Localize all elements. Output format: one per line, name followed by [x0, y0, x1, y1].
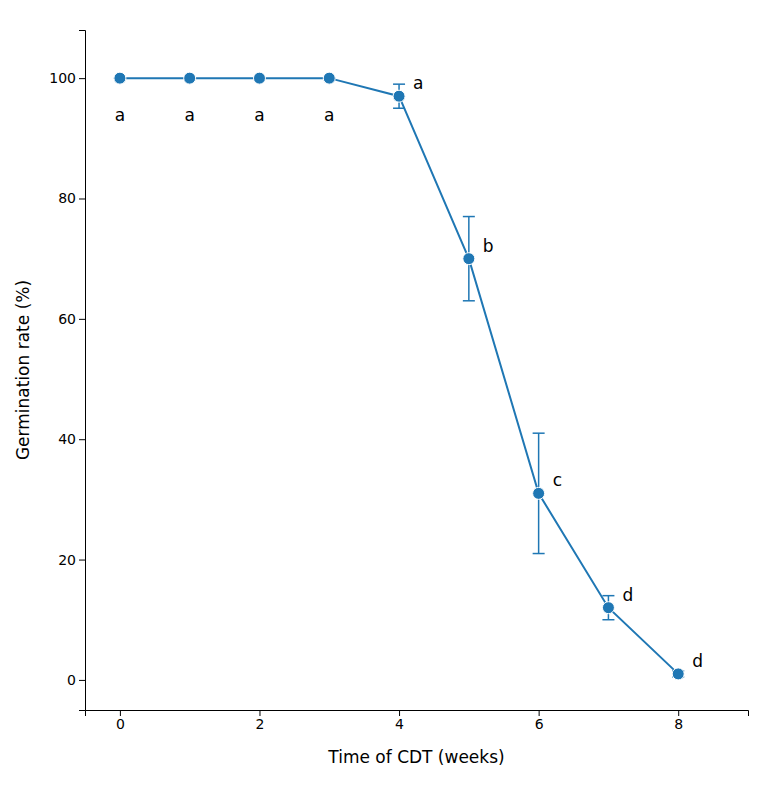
tick: 2 [256, 710, 265, 732]
tick: 60 [58, 311, 85, 327]
tick-mark [79, 198, 85, 199]
annotation: d [692, 651, 703, 671]
tick-label: 80 [58, 190, 76, 206]
tick-mark [79, 78, 85, 79]
error-bar-cap [463, 216, 475, 218]
tick-label: 6 [535, 716, 544, 732]
tick-label: 4 [395, 716, 404, 732]
marks [114, 72, 684, 680]
annotation: a [324, 105, 334, 125]
tick: 40 [58, 431, 85, 447]
point [114, 72, 126, 84]
point [672, 668, 684, 680]
axis-line [79, 31, 86, 711]
error-bar-cap [393, 107, 405, 109]
error-bar-cap [602, 595, 614, 597]
tick: 8 [674, 710, 683, 732]
error-bar [533, 433, 545, 553]
axis-line [86, 711, 749, 717]
tick-label: 8 [674, 716, 683, 732]
tick: 6 [535, 710, 544, 732]
y-axis-title: Germination rate (%) [13, 280, 33, 460]
plot-area: 02468020406080100aaaaabcdd [49, 31, 748, 732]
annotation: a [413, 73, 423, 93]
error-bar-cap [463, 300, 475, 302]
point [253, 72, 265, 84]
error-bar-cap [602, 619, 614, 621]
tick: 20 [58, 552, 85, 568]
tick-label: 20 [58, 552, 76, 568]
point [463, 253, 475, 265]
annotation: d [622, 585, 633, 605]
line [120, 78, 678, 674]
tick-label: 60 [58, 311, 76, 327]
error-bar-cap [533, 553, 545, 555]
tick-label: 0 [67, 672, 76, 688]
tick-label: 0 [116, 716, 125, 732]
tick: 0 [67, 672, 85, 688]
tick-label: 40 [58, 431, 76, 447]
annotation: a [115, 105, 125, 125]
error-bar [602, 596, 614, 620]
annotation: a [184, 105, 194, 125]
annotations: a a a a a b c d d [115, 73, 703, 671]
error-bar-cap [533, 432, 545, 434]
error-bar [463, 217, 475, 301]
x-axis-title: Time of CDT (weeks) [327, 747, 504, 767]
annotation: c [553, 470, 562, 490]
error-bar-cap [393, 83, 405, 85]
annotation: b [483, 236, 494, 256]
point [533, 487, 545, 499]
x-axis: 0 2 4 6 8 [86, 710, 749, 732]
tick-mark [79, 560, 85, 561]
y-axis: 0 20 40 60 80 100 [49, 31, 85, 711]
error-bar [393, 84, 405, 108]
tick: 4 [395, 710, 404, 732]
point [602, 602, 614, 614]
tick: 80 [58, 190, 85, 206]
chart: 02468020406080100aaaaabcddTime of CDT (w… [0, 0, 778, 785]
tick: 0 [116, 710, 125, 732]
tick-mark [79, 680, 85, 681]
annotation: a [254, 105, 264, 125]
tick-label: 100 [49, 70, 76, 86]
point [184, 72, 196, 84]
point [393, 90, 405, 102]
tick: 100 [49, 70, 85, 86]
tick-label: 2 [256, 716, 265, 732]
tick-mark [79, 319, 85, 320]
tick-mark [79, 439, 85, 440]
point [323, 72, 335, 84]
